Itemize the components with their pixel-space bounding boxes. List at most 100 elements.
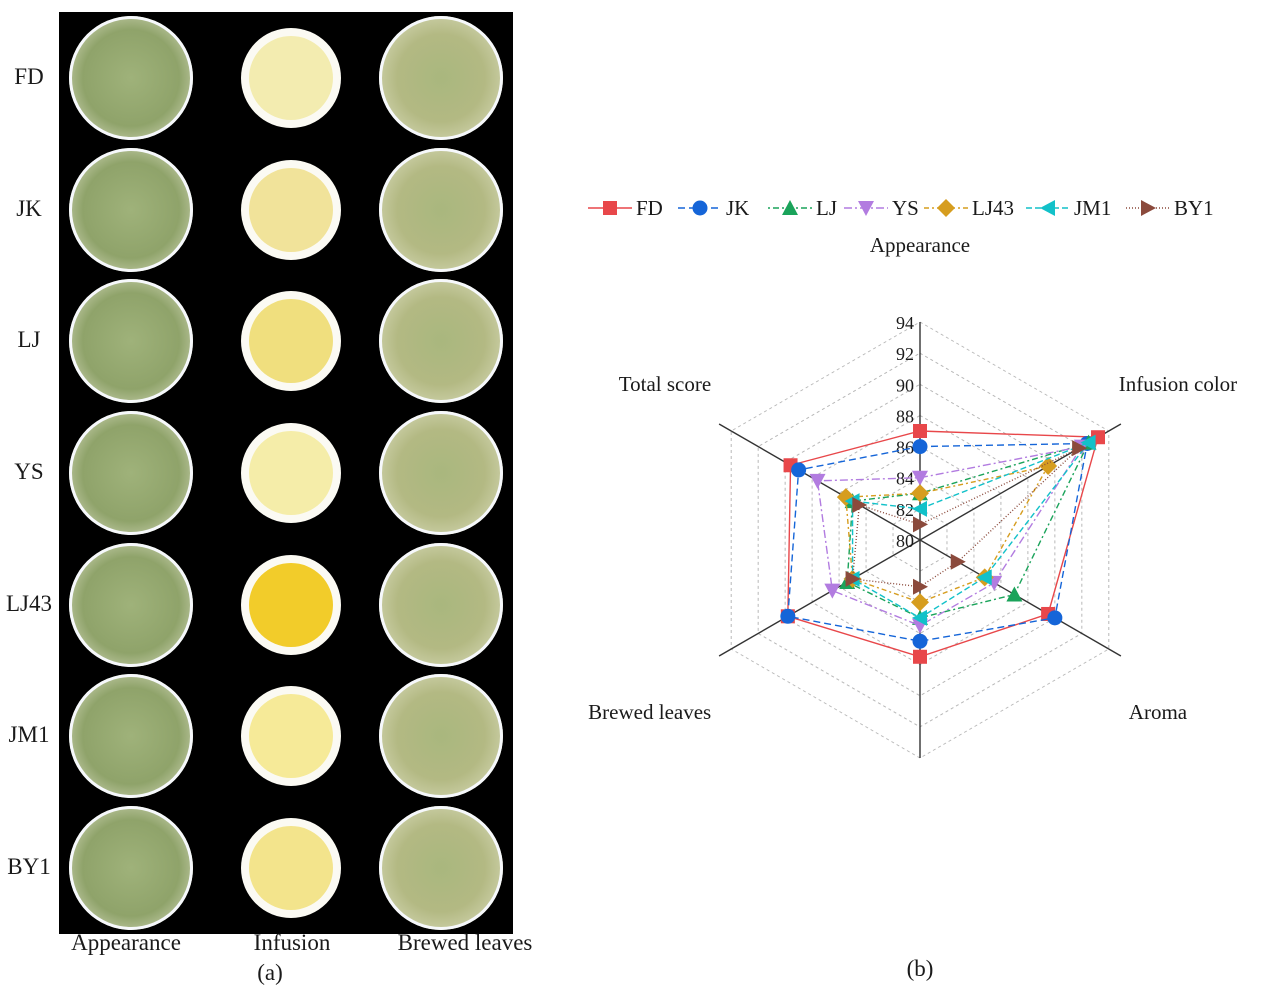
row-label: LJ [17,327,41,353]
data-point [1080,434,1096,451]
dry-leaf-plate [69,15,193,140]
data-point [912,500,927,517]
data-point [1072,440,1088,457]
row-label: JK [16,195,42,221]
data-point [852,496,868,513]
data-point [937,199,955,217]
radar-chart: FD JK LJ YS LJ43 JM1 BY1 8082848688909294Appea… [588,196,1237,759]
column-label-infusion: Infusion [253,930,331,955]
data-point [1141,200,1156,216]
photo-grid [59,12,513,934]
data-point [913,649,927,664]
row-label: JM1 [8,722,50,748]
infusion-cup [241,27,341,128]
data-point [1039,457,1058,476]
legend-item: YS [844,196,919,220]
data-point [782,200,798,215]
infusion-cup [241,554,341,655]
infusion-cup [241,818,341,919]
data-point [780,608,796,624]
infusion-cup [241,159,341,260]
infusion-liquid [249,167,333,252]
dry-leaf-plate [69,147,193,272]
legend-item: LJ [768,196,837,220]
tick-label: 88 [896,406,914,426]
data-point [845,570,861,587]
row-label: BY1 [7,854,51,880]
series-by1 [845,440,1088,595]
infusion-liquid [249,299,333,384]
data-point [911,593,929,612]
tick-label: 82 [896,500,914,520]
legend-label: LJ [816,196,837,220]
infusion-liquid [249,431,333,515]
infusion-cup [241,423,341,523]
tick-label: 86 [896,438,914,458]
data-point [912,609,927,626]
axis-line-extension [1108,423,1122,432]
data-point [1047,610,1063,626]
legend-label: LJ43 [972,196,1014,220]
legend-label: JK [726,196,749,220]
brewed-leaf-plate [379,542,503,667]
data-point [912,439,928,455]
infusion-liquid [249,562,333,647]
series-lj [839,434,1097,625]
radar-series [780,424,1106,664]
axis-label: Aroma [1129,700,1188,724]
legend-label: YS [892,196,919,220]
data-point [976,569,992,586]
dry-leaf-plate [69,806,193,931]
data-point [692,200,708,216]
data-point [791,462,807,478]
tick-label: 80 [896,531,914,551]
legend-item: LJ43 [924,196,1014,220]
legend-label: BY1 [1174,196,1214,220]
row-label: LJ43 [6,590,52,616]
legend-item: BY1 [1126,196,1214,220]
row-label: YS [14,459,44,484]
data-point [911,484,929,503]
data-point [809,473,826,489]
tick-label: 90 [896,375,914,395]
data-point [950,553,966,570]
legend-item: JK [678,196,749,220]
column-label-brewed-leaves: Brewed leaves [397,930,533,955]
axis-line-extension [1108,648,1122,657]
axis-label: Infusion color [1119,372,1237,396]
dry-leaf-plate [69,279,193,404]
brewed-leaf-plate [379,15,503,140]
legend-item: JM1 [1026,196,1111,220]
data-point [913,424,927,438]
infusion-liquid [249,826,333,911]
legend-label: FD [636,196,663,220]
data-point [913,578,928,595]
infusion-liquid [249,694,333,779]
data-point [858,201,874,216]
column-label-appearance: Appearance [71,930,181,955]
data-point [824,583,841,599]
infusion-cup [241,686,341,787]
data-point [603,201,617,215]
legend-item: FD [588,196,663,220]
row-label: FD [14,63,44,89]
tick-label: 92 [896,344,914,364]
infusion-cup [241,291,341,392]
tick-label: 94 [896,313,914,333]
dry-leaf-plate [69,542,193,667]
data-point [912,470,928,486]
data-point [1006,586,1023,602]
panel-a-caption: (a) [257,960,283,985]
axis-line-extension [718,648,732,657]
data-point [912,633,928,649]
brewed-leaf-plate [379,147,503,272]
panel-b-caption: (b) [906,956,934,981]
legend-label: JM1 [1074,196,1111,220]
dry-leaf-plate [69,674,193,799]
brewed-leaf-plate [379,806,503,931]
brewed-leaf-plate [379,674,503,799]
brewed-leaf-plate [379,411,503,535]
axis-label: Brewed leaves [588,700,711,724]
dry-leaf-plate [69,411,193,535]
